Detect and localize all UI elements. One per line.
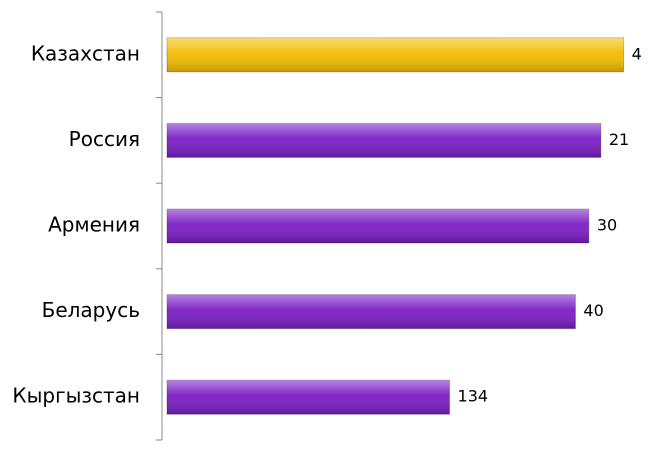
category-label: Беларусь bbox=[42, 298, 140, 322]
bar-shine bbox=[167, 209, 589, 243]
value-label: 40 bbox=[583, 301, 603, 320]
category-label: Казахстан bbox=[31, 41, 140, 65]
value-label: 30 bbox=[597, 216, 617, 235]
bar-shine bbox=[167, 380, 450, 415]
category-label: Кыргызстан bbox=[12, 384, 140, 408]
value-label: 134 bbox=[458, 387, 489, 406]
category-label: Россия bbox=[69, 127, 140, 151]
value-label: 4 bbox=[632, 44, 642, 63]
bar-shine bbox=[167, 123, 601, 158]
value-label: 21 bbox=[609, 130, 629, 149]
bar-shine bbox=[167, 294, 576, 329]
bar-shine bbox=[167, 37, 624, 72]
category-label: Армения bbox=[48, 213, 140, 237]
